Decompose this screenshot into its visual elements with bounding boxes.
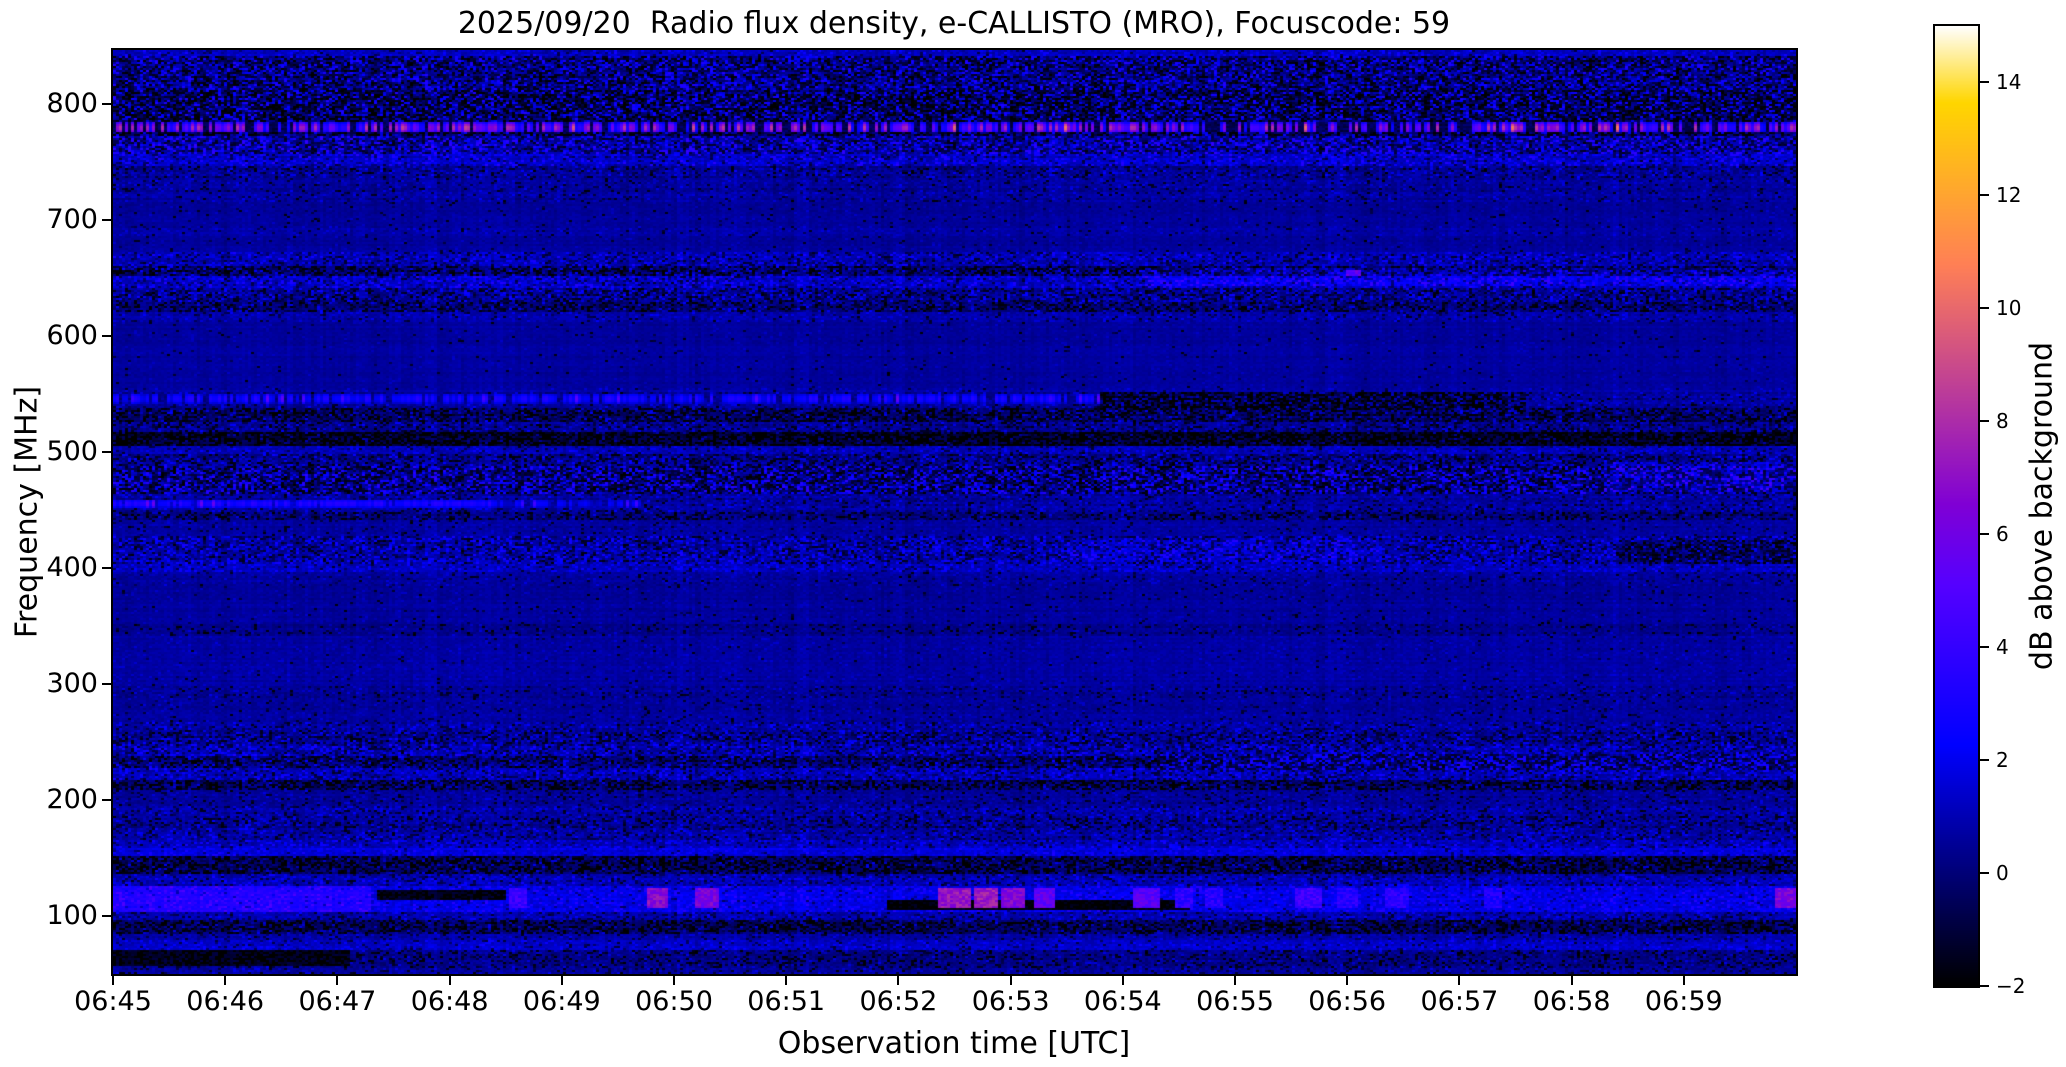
colorbar-tick: [1980, 985, 1989, 987]
colorbar-tick: [1980, 872, 1989, 875]
x-axis-label: Observation time [UTC]: [777, 1026, 1131, 1061]
colorbar-tick: [1980, 81, 1989, 84]
y-tick-label: 600: [46, 319, 98, 351]
colorbar-tick: [1980, 307, 1989, 310]
y-tick-label: 200: [46, 783, 98, 815]
x-axis-tick: [336, 976, 339, 985]
x-axis-tick: [1570, 976, 1573, 985]
x-axis-tick: [1682, 976, 1685, 985]
colorbar-tick-label: 10: [1996, 296, 2022, 321]
x-tick-label: 06:52: [859, 986, 938, 1017]
chart-title: 2025/09/20 Radio flux density, e-CALLIST…: [457, 6, 1451, 41]
x-tick-label: 06:47: [298, 986, 377, 1017]
x-tick-label: 06:53: [971, 986, 1050, 1017]
x-tick-label: 06:51: [747, 986, 826, 1017]
colorbar-tick-label: −2: [1996, 974, 2026, 998]
colorbar-tick-label: 2: [1996, 748, 2009, 773]
x-tick-label: 06:54: [1083, 986, 1162, 1017]
y-axis-tick: [102, 914, 111, 917]
y-tick-label: 700: [46, 203, 98, 235]
x-tick-label: 06:49: [522, 986, 601, 1017]
colorbar-tick-label: 6: [1996, 522, 2009, 547]
colorbar-tick: [1980, 533, 1989, 536]
y-axis-tick: [102, 450, 111, 453]
y-axis-tick: [102, 682, 111, 685]
colorbar-tick-label: 12: [1996, 183, 2022, 208]
y-axis-label: Frequency [MHz]: [9, 385, 45, 639]
y-tick-label: 800: [46, 87, 98, 119]
x-axis-tick: [112, 976, 114, 985]
y-tick-label: 400: [46, 551, 98, 583]
spectrogram-canvas: [113, 50, 1796, 974]
y-axis-tick: [102, 798, 111, 801]
x-axis-tick: [1458, 976, 1461, 985]
x-axis-tick: [224, 976, 227, 985]
colorbar-tick: [1980, 759, 1989, 762]
colorbar-tick-label: 4: [1996, 635, 2009, 660]
y-axis-tick: [102, 334, 111, 337]
plot-border: [111, 48, 1798, 976]
x-axis-tick: [1009, 976, 1012, 985]
colorbar-tick-label: 8: [1996, 409, 2009, 434]
x-tick-label: 06:46: [186, 986, 265, 1017]
x-axis-tick: [785, 976, 788, 985]
x-axis-tick: [673, 976, 675, 985]
y-tick-label: 500: [46, 435, 98, 467]
x-axis-tick: [448, 976, 451, 985]
x-axis-tick: [897, 976, 900, 985]
x-tick-label: 06:50: [635, 986, 713, 1017]
x-tick-label: 06:45: [74, 986, 152, 1017]
colorbar-tick: [1980, 194, 1989, 197]
colorbar-tick: [1980, 646, 1989, 649]
y-axis-tick: [102, 566, 111, 569]
colorbar-border: [1933, 24, 1980, 988]
x-axis-tick: [1121, 976, 1124, 985]
x-tick-label: 06:58: [1532, 986, 1611, 1017]
x-tick-label: 06:56: [1308, 986, 1387, 1017]
x-tick-label: 06:57: [1420, 986, 1499, 1017]
y-tick-label: 300: [46, 667, 98, 699]
colorbar-tick-label: 0: [1996, 861, 2009, 886]
x-axis-tick: [1234, 976, 1236, 985]
x-axis-tick: [560, 976, 563, 985]
y-axis-tick: [102, 218, 111, 221]
colorbar-canvas: [1935, 26, 1978, 986]
colorbar-tick: [1980, 420, 1989, 423]
y-tick-label: 100: [46, 899, 98, 931]
x-axis-tick: [1346, 976, 1349, 985]
colorbar-label: dB above background: [2024, 341, 2060, 671]
x-tick-label: 06:59: [1644, 986, 1723, 1017]
x-tick-label: 06:55: [1196, 986, 1274, 1017]
x-tick-label: 06:48: [410, 986, 489, 1017]
y-axis-tick: [102, 102, 111, 105]
colorbar-tick-label: 14: [1996, 70, 2022, 95]
